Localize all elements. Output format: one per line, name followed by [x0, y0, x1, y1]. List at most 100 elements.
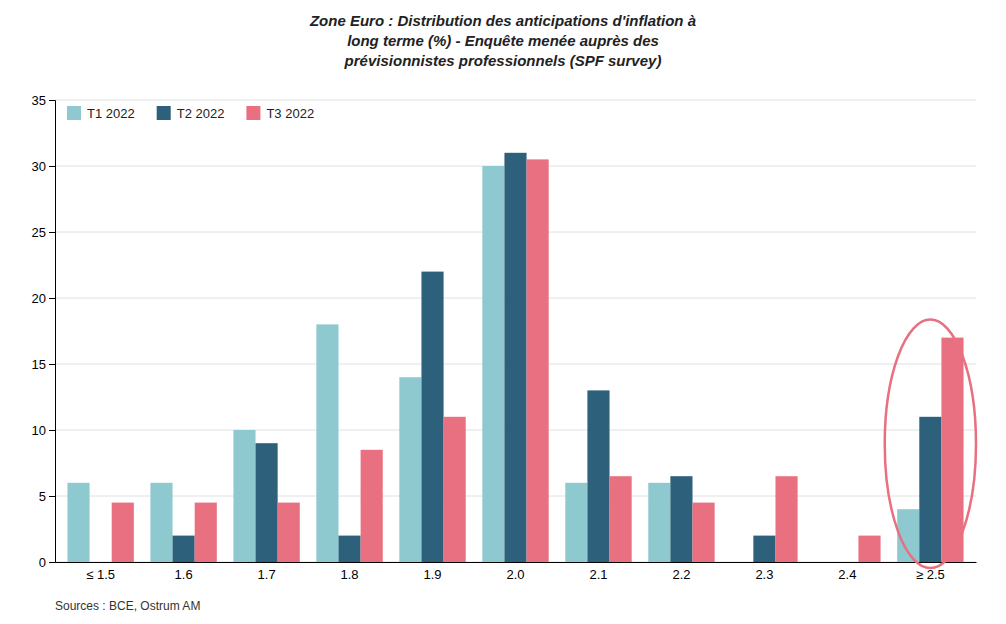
bar [504, 153, 526, 562]
title: Zone Euro : Distribution des anticipatio… [309, 12, 696, 69]
legend-label: T3 2022 [266, 106, 314, 121]
bar [941, 338, 963, 562]
legend-item: T3 2022 [246, 106, 314, 121]
y-tick: 5 [39, 489, 55, 504]
grid-line [55, 100, 976, 101]
bar-series [112, 159, 964, 562]
y-tick: 25 [32, 225, 55, 240]
chart: Zone Euro : Distribution des anticipatio… [0, 0, 1006, 624]
bar [112, 503, 134, 562]
x-tick-label: 1.7 [258, 567, 276, 582]
y-tick-label: 5 [39, 489, 46, 504]
x-axis-domain [56, 562, 977, 563]
x-tick: ≥ 2.5 [916, 567, 945, 582]
bar [670, 476, 692, 562]
bar [316, 324, 338, 562]
bar [587, 390, 609, 562]
x-tick: 1.7 [258, 567, 276, 582]
y-tick: 30 [32, 159, 55, 174]
bar [527, 159, 549, 562]
title-line: Zone Euro : Distribution des anticipatio… [309, 12, 696, 29]
bar [278, 503, 300, 562]
y-axis-domain [49, 101, 56, 563]
highlight-ellipse [885, 320, 976, 568]
bar [195, 503, 217, 562]
bar [90, 562, 112, 563]
bars [67, 153, 963, 562]
y-tick-mark [49, 166, 55, 167]
bar [256, 443, 278, 562]
legend-label: T1 2022 [87, 106, 135, 121]
bar [399, 377, 421, 562]
legend-item: T1 2022 [67, 106, 135, 121]
x-tick: 1.9 [423, 567, 441, 582]
x-tick-label: ≤ 1.5 [86, 567, 115, 582]
title-line: prévisionnistes professionnels (SPF surv… [344, 52, 662, 69]
y-tick-mark [49, 100, 55, 101]
y-tick-label: 30 [32, 159, 46, 174]
y-tick-label: 15 [32, 357, 46, 372]
y-tick-mark [49, 232, 55, 233]
plot: 0 5 10 15 20 25 30 35 ≤ 1.5 1.6 1.7 1.8 1.9 2.0 2.1 2.2… [32, 93, 977, 583]
x-tick: 1.6 [175, 567, 193, 582]
x-tick-label: 1.8 [341, 567, 359, 582]
y-tick-mark [49, 562, 55, 563]
bar [361, 450, 383, 562]
y-tick: 0 [39, 555, 55, 570]
bar [858, 536, 880, 562]
annotations: Sources : BCE, Ostrum AM [55, 599, 200, 613]
y-tick-mark [49, 496, 55, 497]
bar-series [67, 166, 919, 562]
bar [775, 476, 797, 562]
x-tick-label: 2.4 [838, 567, 856, 582]
x-tick: 2.2 [672, 567, 690, 582]
bar [173, 536, 195, 562]
x-tick: 2.1 [589, 567, 607, 582]
y-tick-label: 10 [32, 423, 46, 438]
bar [338, 536, 360, 562]
bar [836, 562, 858, 563]
bar [753, 536, 775, 562]
bar [482, 166, 504, 562]
legend: T1 2022 T2 2022 T3 2022 [67, 106, 314, 121]
bar [648, 483, 670, 562]
x-tick: 2.0 [506, 567, 524, 582]
bar [421, 272, 443, 562]
x-tick-label: 2.2 [672, 567, 690, 582]
legend-swatch [157, 106, 171, 120]
title-line: long terme (%) - Enquête menée auprès de… [347, 32, 659, 49]
y-tick-mark [49, 298, 55, 299]
bar [565, 483, 587, 562]
bar [233, 430, 255, 562]
x-tick-label: 1.9 [423, 567, 441, 582]
bar [67, 483, 89, 562]
y-axis: 0 5 10 15 20 25 30 35 [32, 93, 56, 570]
y-tick-label: 25 [32, 225, 46, 240]
x-tick-label: 2.0 [506, 567, 524, 582]
x-tick-label: ≥ 2.5 [916, 567, 945, 582]
x-tick: 2.4 [838, 567, 856, 582]
legend-swatch [246, 106, 260, 120]
y-tick: 15 [32, 357, 55, 372]
x-axis: ≤ 1.5 1.6 1.7 1.8 1.9 2.0 2.1 2.2 2.3 2.4 ≥ 2.5 [56, 563, 977, 583]
y-tick: 35 [32, 93, 55, 108]
x-tick: 2.3 [755, 567, 773, 582]
source-text: Sources : BCE, Ostrum AM [55, 599, 200, 613]
x-tick: ≤ 1.5 [86, 567, 115, 582]
bar [919, 417, 941, 562]
bar [693, 503, 715, 562]
bar [150, 483, 172, 562]
y-tick: 20 [32, 291, 55, 306]
bar-series [173, 153, 942, 562]
y-tick-label: 35 [32, 93, 46, 108]
y-tick-mark [49, 430, 55, 431]
bar [814, 562, 836, 563]
x-tick-label: 2.3 [755, 567, 773, 582]
legend-label: T2 2022 [177, 106, 225, 121]
grid [55, 100, 976, 562]
bar [444, 417, 466, 562]
legend-item: T2 2022 [157, 106, 225, 121]
y-tick-mark [49, 364, 55, 365]
y-tick-label: 20 [32, 291, 46, 306]
bar [731, 562, 753, 563]
